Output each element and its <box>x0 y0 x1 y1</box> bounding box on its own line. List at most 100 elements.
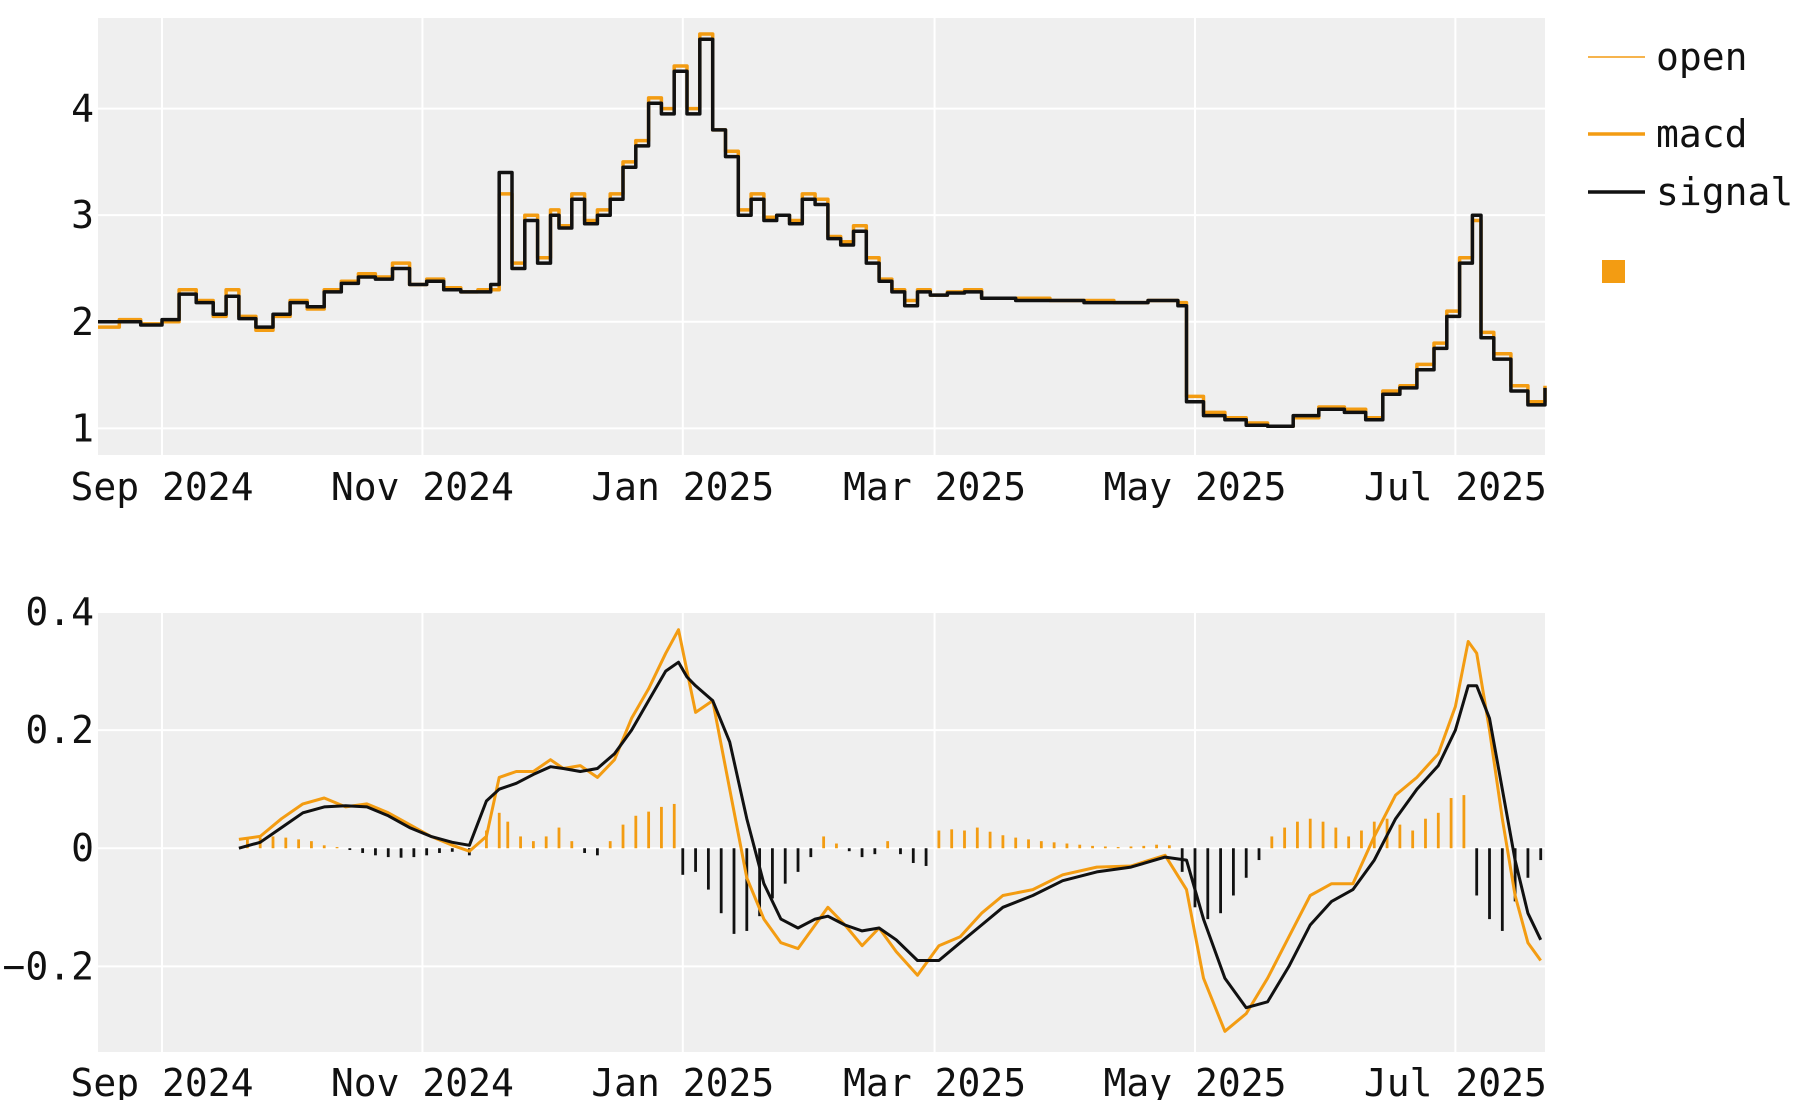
histogram-bar <box>361 848 365 853</box>
histogram-bar <box>937 830 941 849</box>
price-y-tick-label: 1 <box>71 406 94 450</box>
histogram-bar <box>1334 827 1338 849</box>
histogram-bar <box>621 824 625 849</box>
macd-histogram-bars <box>245 795 1543 934</box>
histogram-bar <box>1244 848 1248 878</box>
histogram-bar <box>860 848 864 858</box>
histogram-bar <box>873 848 877 855</box>
macd-x-tick-labels: Sep 2024 Nov 2024 Jan 2025 Mar 2025 May 2025… <box>71 1061 1547 1104</box>
price-y-tick-label: 4 <box>71 87 94 131</box>
histogram-bar <box>506 821 510 849</box>
histogram-bar <box>519 836 522 849</box>
histogram-bar <box>374 848 377 856</box>
histogram-bar <box>1321 821 1325 849</box>
histogram-bar <box>297 839 301 849</box>
price-x-tick-label: May 2025 <box>1103 465 1286 509</box>
legend-label: open <box>1656 35 1748 79</box>
price-x-tick-label: Jul 2025 <box>1364 465 1547 509</box>
histogram-bar <box>1526 848 1530 878</box>
macd-y-tick-label: 0 <box>71 826 94 870</box>
histogram-bar <box>1078 844 1082 849</box>
histogram-bar <box>706 848 710 890</box>
histogram-bar <box>335 847 339 849</box>
histogram-bar <box>1462 795 1466 849</box>
histogram-bar <box>924 848 928 866</box>
macd-x-tick-label: May 2025 <box>1103 1061 1286 1100</box>
histogram-bar <box>557 827 561 849</box>
histogram-bar <box>809 848 813 858</box>
macd-y-tick-label: 0.4 <box>25 590 94 634</box>
histogram-bar <box>1475 848 1479 896</box>
legend-entry: macd <box>1588 112 1748 156</box>
histogram-bar <box>1001 835 1005 849</box>
price-x-tick-label: Nov 2024 <box>331 465 514 509</box>
histogram-bar <box>1232 848 1235 896</box>
legend-swatch <box>1602 260 1625 283</box>
histogram-bar <box>1155 844 1158 849</box>
histogram-bar <box>796 848 800 872</box>
histogram-bar <box>497 812 501 849</box>
histogram-bar <box>1065 843 1069 849</box>
price-panel: 1 2 3 4 Sep 2024 Nov 2024 Jan 2025 Mar 2025 May… <box>71 18 1547 509</box>
price-series-layer <box>98 32 1547 428</box>
legend-entry: signal <box>1588 170 1793 214</box>
histogram-bar <box>758 848 762 917</box>
macd-series-layer <box>238 628 1543 1033</box>
macd-y-tick-label: −0.2 <box>2 944 94 988</box>
legend-label: signal <box>1656 170 1793 214</box>
histogram-bar <box>783 848 787 884</box>
histogram-bar <box>672 803 676 849</box>
histogram-bar <box>950 829 954 849</box>
price-x-tick-labels: Sep 2024 Nov 2024 Jan 2025 Mar 2025 May 2025… <box>71 465 1547 509</box>
histogram-bar <box>647 811 651 849</box>
price-x-tick-label: Jan 2025 <box>591 465 774 509</box>
histogram-bar <box>847 848 851 852</box>
macd-x-tick-label: Sep 2024 <box>71 1061 254 1100</box>
macd-x-tick-label: Mar 2025 <box>843 1061 1026 1100</box>
histogram-bar <box>1103 846 1107 849</box>
histogram-bar <box>1500 848 1504 931</box>
histogram-bar <box>412 848 416 858</box>
histogram-bar <box>438 848 441 853</box>
histogram-bar <box>271 836 275 849</box>
legend: open macd signal <box>1588 35 1793 283</box>
macd-x-tick-label: Jan 2025 <box>591 1061 774 1100</box>
histogram-bar <box>634 815 638 849</box>
series-line-macd <box>238 628 1542 1033</box>
histogram-bar <box>596 848 599 856</box>
histogram-bar <box>1283 827 1287 849</box>
histogram-bar <box>899 848 902 855</box>
histogram-bar <box>1027 839 1030 849</box>
histogram-bar <box>1513 848 1517 902</box>
histogram-bar <box>1206 848 1210 920</box>
macd-plot-background <box>98 612 1545 1052</box>
histogram-bar <box>386 848 390 858</box>
histogram-bar <box>1219 848 1222 914</box>
histogram-bar <box>911 848 915 864</box>
histogram-bar <box>1142 845 1146 849</box>
price-y-tick-label: 2 <box>71 300 94 344</box>
legend-label: macd <box>1656 112 1748 156</box>
price-y-tick-label: 3 <box>71 193 94 237</box>
histogram-bar <box>284 837 288 849</box>
histogram-bar <box>660 806 663 849</box>
histogram-bar <box>1167 845 1171 849</box>
price-y-tick-labels: 1 2 3 4 <box>71 87 94 451</box>
histogram-bar <box>1270 836 1274 849</box>
histogram-bar <box>544 836 548 849</box>
histogram-bar <box>963 830 966 849</box>
macd-y-tick-label: 0.2 <box>25 708 94 752</box>
histogram-bar <box>1296 821 1299 849</box>
histogram-bar <box>1193 848 1197 908</box>
histogram-bar <box>485 830 488 849</box>
histogram-bar <box>1449 798 1453 849</box>
series-line-signal <box>98 37 1547 428</box>
histogram-bar <box>1347 836 1351 849</box>
histogram-bar <box>694 848 697 872</box>
histogram-bar <box>1052 842 1056 849</box>
histogram-bar <box>1398 824 1402 849</box>
histogram-bar <box>245 839 249 849</box>
histogram-bar <box>1257 848 1261 861</box>
